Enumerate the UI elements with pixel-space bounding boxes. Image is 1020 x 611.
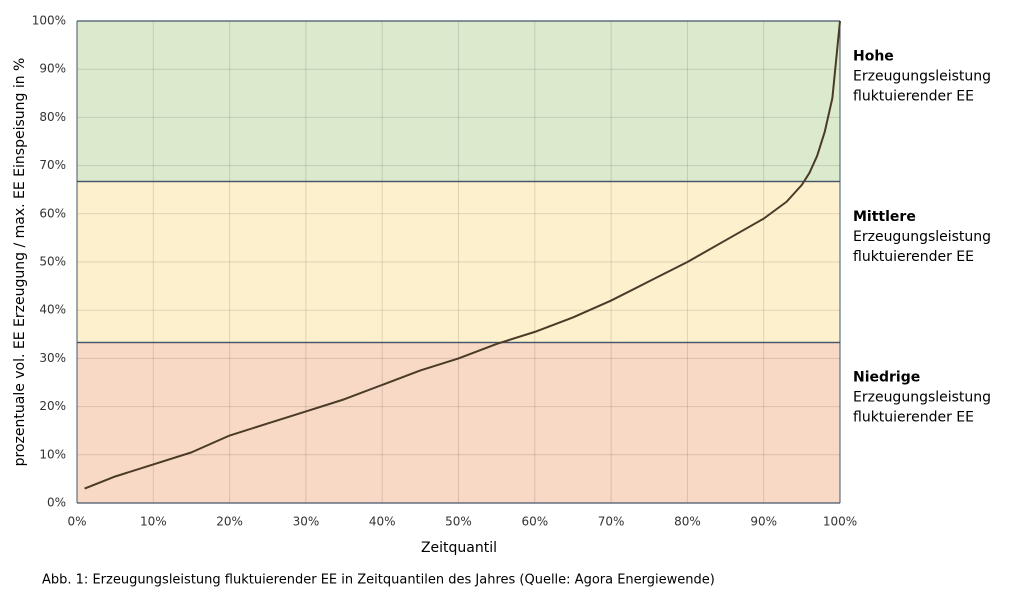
x-tick-label: 100% <box>823 515 857 529</box>
band-description: Erzeugungsleistung <box>853 229 991 245</box>
y-tick-label: 10% <box>39 447 66 461</box>
y-tick-label: 40% <box>39 303 66 317</box>
x-tick-label: 80% <box>674 515 701 529</box>
x-tick-label: 0% <box>67 515 86 529</box>
x-tick-label: 10% <box>140 515 167 529</box>
data-line <box>84 20 841 490</box>
band-description: Erzeugungsleistung <box>853 68 991 84</box>
plot: Hohe Erzeugungsleistung fluktuierender EE M… <box>32 14 991 529</box>
y-tick-label: 80% <box>39 110 66 124</box>
x-tick-label: 20% <box>216 515 243 529</box>
y-axis-title: prozentuale vol. EE Erzeugung / max. EE … <box>12 58 28 467</box>
band-description: Erzeugungsleistung <box>853 390 991 406</box>
y-tick-label: 50% <box>39 255 66 269</box>
band-label: Niedrige <box>853 370 920 386</box>
y-tick-label: 30% <box>39 351 66 365</box>
x-tick-label: 50% <box>445 515 472 529</box>
x-tick-label: 30% <box>293 515 320 529</box>
x-tick-label: 40% <box>369 515 396 529</box>
caption: Abb. 1: Erzeugungsleistung fluktuierende… <box>42 573 715 588</box>
band <box>77 342 840 503</box>
x-tick-label: 90% <box>750 515 777 529</box>
y-tick-label: 0% <box>47 496 66 510</box>
x-tick-label: 70% <box>598 515 625 529</box>
band-description: fluktuierender EE <box>853 249 974 265</box>
y-tick-label: 90% <box>39 62 66 76</box>
band <box>77 181 840 343</box>
band-description: fluktuierender EE <box>853 410 974 426</box>
x-tick-label: 60% <box>521 515 548 529</box>
y-tick-label: 100% <box>32 14 66 28</box>
band <box>77 21 840 182</box>
x-axis-title: Zeitquantil <box>421 540 497 556</box>
y-tick-label: 20% <box>39 399 66 413</box>
y-tick-label: 70% <box>39 158 66 172</box>
band-label: Mittlere <box>853 209 916 225</box>
y-tick-label: 60% <box>39 206 66 220</box>
band-label: Hohe <box>853 48 894 64</box>
band-description: fluktuierender EE <box>853 88 974 104</box>
